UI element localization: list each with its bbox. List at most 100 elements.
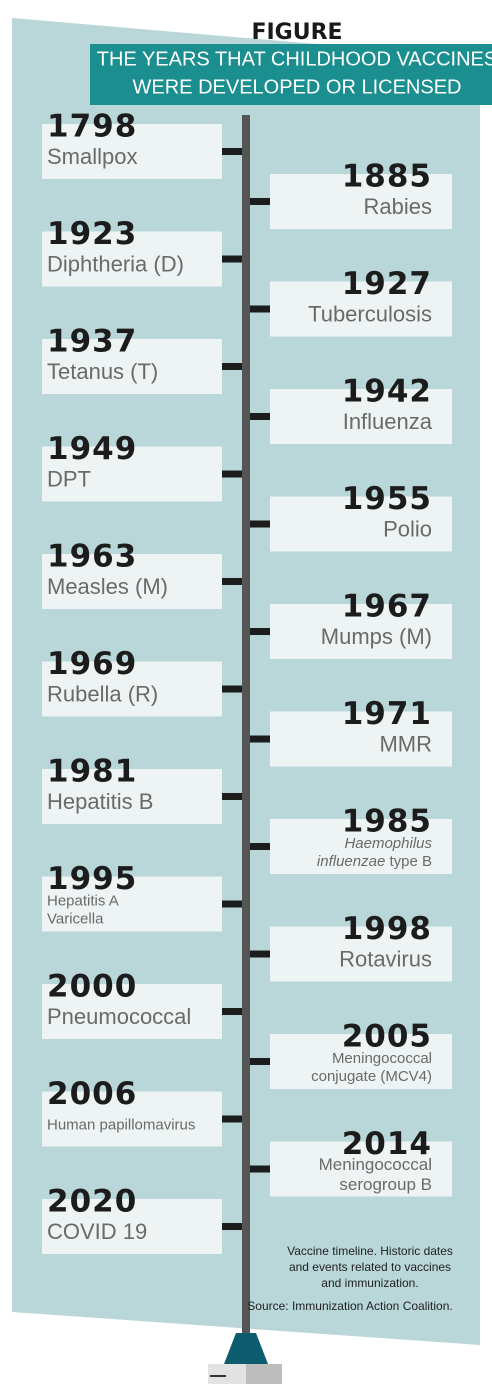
event-year: 2014 <box>342 1126 432 1162</box>
title-line: THE YEARS THAT CHILDHOOD VACCINES <box>97 48 492 70</box>
event-label: Diphtheria (D) <box>47 251 184 276</box>
timeline-base <box>224 1333 268 1364</box>
source-note: Source: Immunization Action Coalition. <box>247 1299 452 1313</box>
event-box <box>270 389 452 444</box>
connector-tick <box>222 1223 242 1230</box>
event-label: Measles (M) <box>47 574 168 599</box>
event-year: 1937 <box>47 324 137 360</box>
event-box <box>270 711 452 767</box>
event-box <box>42 1199 222 1254</box>
caption-line: and immunization. <box>321 1276 418 1290</box>
event-label: Rabies <box>364 194 432 219</box>
event-box <box>270 174 452 229</box>
event-label: Human papillomavirus <box>47 1116 195 1133</box>
connector-tick <box>250 735 270 743</box>
title-line: WERE DEVELOPED OR LICENSED <box>133 76 462 98</box>
connector-tick <box>250 520 270 528</box>
event-box <box>270 1141 452 1197</box>
event-label: Pneumococcal <box>47 1004 191 1029</box>
event-label: Hepatitis A <box>47 892 119 909</box>
event-year: 1995 <box>47 861 137 897</box>
connector-tick <box>222 255 242 263</box>
event-label: MMR <box>379 731 432 756</box>
connector-tick <box>250 950 270 958</box>
event-box <box>42 984 222 1039</box>
event-box <box>270 281 452 337</box>
event-label: Mumps (M) <box>321 624 432 649</box>
event-box <box>42 231 222 287</box>
connector-tick <box>222 470 242 478</box>
event-year: 2000 <box>47 969 137 1005</box>
base-mark <box>210 1375 226 1377</box>
event-year: 1971 <box>342 696 432 732</box>
base-block <box>208 1364 246 1384</box>
event-year: 1927 <box>342 266 432 302</box>
event-year: 1969 <box>47 646 137 682</box>
connector-tick <box>250 198 270 205</box>
connector-tick <box>250 1058 270 1065</box>
event-year: 1942 <box>342 374 432 410</box>
event-label: Rotavirus <box>339 946 432 971</box>
event-label: Influenza <box>343 409 433 434</box>
event-year: 1923 <box>47 216 137 252</box>
connector-tick <box>222 685 242 693</box>
event-label: serogroup B <box>339 1175 432 1194</box>
event-box <box>42 1091 222 1147</box>
event-label: Hepatitis B <box>47 789 153 814</box>
connector-tick <box>250 305 270 313</box>
event-year: 2020 <box>47 1184 137 1220</box>
figure-label: FIGURE <box>251 20 342 45</box>
connector-tick <box>222 793 242 800</box>
connector-tick <box>250 1165 270 1173</box>
event-label: influenzae type B <box>317 853 432 870</box>
connector-tick <box>222 1115 242 1123</box>
event-year: 2006 <box>47 1076 137 1112</box>
label-part: influenzae <box>317 853 385 870</box>
title-box <box>90 44 492 105</box>
event-box <box>270 1034 452 1089</box>
event-box <box>270 926 452 982</box>
event-year: 1885 <box>342 159 432 195</box>
event-label: Smallpox <box>47 144 137 169</box>
event-year: 1998 <box>342 911 432 947</box>
connector-tick <box>222 363 242 370</box>
event-year: 1949 <box>47 431 137 467</box>
event-year: 1985 <box>342 804 432 840</box>
event-label: Meningococcal <box>319 1155 432 1174</box>
event-box <box>42 446 222 502</box>
connector-tick <box>222 578 242 585</box>
connector-tick <box>222 900 242 908</box>
event-label: conjugate (MCV4) <box>311 1068 432 1085</box>
event-year: 1955 <box>342 481 432 517</box>
event-box <box>42 769 222 824</box>
connector-tick <box>250 413 270 420</box>
timeline-axis <box>242 115 250 1337</box>
caption-line: and events related to vaccines <box>289 1260 451 1274</box>
event-box <box>270 496 452 552</box>
event-box <box>42 661 222 717</box>
event-label: Rubella (R) <box>47 681 158 706</box>
label-part: Haemophilus <box>344 835 432 852</box>
event-year: 1967 <box>342 589 432 625</box>
connector-tick <box>250 843 270 850</box>
connector-tick <box>222 1008 242 1015</box>
event-year: 1981 <box>47 754 137 790</box>
event-label: COVID 19 <box>47 1219 147 1244</box>
event-box <box>270 604 452 659</box>
label-part: type B <box>385 853 432 870</box>
connector-tick <box>250 628 270 635</box>
event-label: Haemophilus <box>344 835 432 852</box>
event-year: 1798 <box>47 109 137 145</box>
event-label: DPT <box>47 466 91 491</box>
event-year: 2005 <box>342 1019 432 1055</box>
event-label: Polio <box>383 516 432 541</box>
event-label: Meningococcal <box>332 1050 432 1067</box>
event-label: Tuberculosis <box>308 301 432 326</box>
event-label: Varicella <box>47 910 104 927</box>
event-box <box>42 876 222 932</box>
event-box <box>270 819 452 874</box>
event-box <box>42 339 222 394</box>
base-block <box>246 1364 282 1384</box>
connector-tick <box>222 148 242 155</box>
